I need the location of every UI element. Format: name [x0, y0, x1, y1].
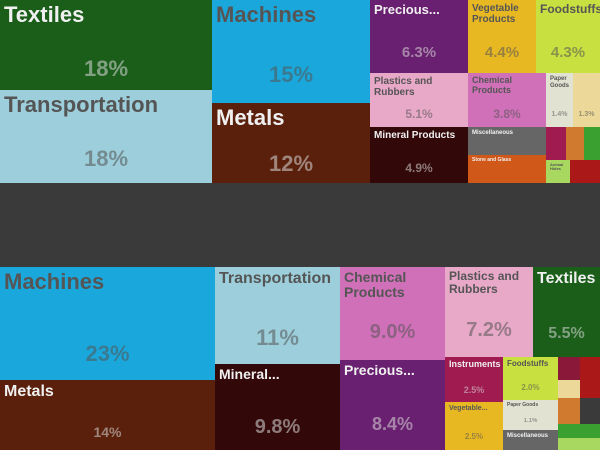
- treemap-tile[interactable]: Foodstuffs 4.3%: [536, 0, 600, 73]
- tile-label: Paper Goods: [507, 402, 539, 408]
- tile-label: Plastics and Rubbers: [374, 76, 433, 98]
- tile-percent: 23%: [85, 341, 130, 366]
- treemap-tile[interactable]: Mineral... 9.8%: [215, 364, 340, 450]
- tile-label: Chemical Products: [472, 75, 513, 95]
- treemap-tile[interactable]: [558, 398, 580, 424]
- treemap-tile[interactable]: Foodstuffs 2.0%: [503, 357, 558, 400]
- treemap-tile[interactable]: [566, 127, 584, 160]
- tile-percent: 2.5%: [464, 432, 484, 441]
- treemap-tile[interactable]: Machines 23%: [0, 267, 215, 380]
- tile-percent: 1.3%: [578, 111, 595, 118]
- treemap-tile[interactable]: Chemical Products 3.8%: [468, 73, 546, 127]
- tile-label: Stone and Glass: [472, 157, 512, 163]
- treemap-tile[interactable]: Plastics and Rubbers 5.1%: [370, 73, 468, 127]
- tile-percent: 4.9%: [405, 161, 433, 175]
- treemap-tile[interactable]: [558, 424, 600, 438]
- tile-percent: 4.4%: [484, 44, 520, 61]
- tile-label: Plastics and Rubbers: [449, 269, 520, 297]
- treemap-tile[interactable]: 1.3%: [573, 73, 600, 127]
- treemap-tile[interactable]: Chemical Products 9.0%: [340, 267, 445, 360]
- treemap-tile[interactable]: Animal Hides: [546, 160, 570, 183]
- tile-percent: 8.4%: [371, 414, 414, 434]
- tile-label: Mineral Products: [374, 130, 456, 141]
- tile-percent: 2.5%: [463, 385, 485, 395]
- tile-percent: 1.4%: [551, 111, 568, 118]
- tile-label: Miscellaneous: [507, 433, 549, 439]
- tile-percent: 14%: [93, 424, 122, 440]
- tile-label: Transportation: [219, 270, 332, 287]
- treemap-tile[interactable]: Textiles 18%: [0, 0, 212, 90]
- tile-label: Chemical Products: [344, 269, 407, 301]
- tile-label: Paper Goods: [550, 76, 569, 89]
- tile-label: Vegetable Products: [472, 3, 519, 25]
- tile-percent: 2.0%: [521, 383, 540, 392]
- tile-label: Vegetable...: [449, 405, 488, 412]
- treemap-tile[interactable]: Precious... 6.3%: [370, 0, 468, 73]
- tile-percent: 4.3%: [550, 44, 586, 61]
- band-divider: [0, 183, 600, 267]
- tile-percent: 18%: [83, 146, 129, 171]
- tile-label: Precious...: [344, 362, 415, 378]
- treemap-tile[interactable]: Textiles 5.5%: [533, 267, 600, 357]
- treemap-tile[interactable]: Plastics and Rubbers 7.2%: [445, 267, 533, 357]
- tile-label: Instruments: [449, 359, 501, 369]
- treemap-tile[interactable]: [584, 127, 600, 160]
- tile-percent: 5.5%: [548, 325, 585, 342]
- treemap-tile[interactable]: Mineral Products 4.9%: [370, 127, 468, 183]
- tile-label: Metals: [4, 383, 54, 400]
- treemap-tile[interactable]: [558, 438, 600, 450]
- treemap-tile[interactable]: Metals 14%: [0, 380, 215, 450]
- tile-percent: 18%: [83, 56, 129, 81]
- tile-percent: 3.8%: [493, 107, 521, 121]
- treemap-tile[interactable]: Machines 15%: [212, 0, 370, 103]
- treemap-tile[interactable]: Transportation 11%: [215, 267, 340, 364]
- tile-label: Textiles: [4, 2, 85, 27]
- treemap-tile[interactable]: Paper Goods 1.4%: [546, 73, 573, 127]
- tile-label: Foodstuffs: [540, 2, 600, 16]
- treemap-tile[interactable]: Precious... 8.4%: [340, 360, 445, 450]
- tile-label: Metals: [216, 105, 285, 130]
- tile-percent: 11%: [256, 325, 299, 350]
- treemap-tile[interactable]: Metals 12%: [212, 103, 370, 183]
- tile-percent: 9.8%: [254, 416, 301, 438]
- treemap-tile[interactable]: [558, 380, 580, 398]
- tile-percent: 15%: [268, 62, 314, 87]
- treemap-tile[interactable]: [580, 357, 600, 398]
- tile-percent: 6.3%: [401, 44, 437, 61]
- treemap-tile[interactable]: Instruments 2.5%: [445, 357, 503, 402]
- tile-label: Machines: [4, 269, 105, 294]
- treemap-tile[interactable]: [546, 127, 566, 160]
- treemap-tile[interactable]: Paper Goods 1.1%: [503, 400, 558, 430]
- tile-label: Miscellaneous: [472, 130, 514, 136]
- tile-percent: 7.2%: [466, 319, 512, 341]
- tile-label: Animal Hides: [550, 162, 564, 172]
- treemap-tile[interactable]: Vegetable Products 4.4%: [468, 0, 536, 73]
- tile-label: Transportation: [4, 92, 159, 117]
- tile-label: Precious...: [374, 2, 440, 17]
- tile-percent: 9.0%: [369, 321, 416, 343]
- tile-percent: 5.1%: [405, 107, 433, 121]
- treemap-tile[interactable]: [558, 357, 580, 380]
- tile-percent: 12%: [268, 151, 314, 176]
- treemap-tile[interactable]: Stone and Glass: [468, 155, 546, 183]
- treemap-tile[interactable]: Miscellaneous: [468, 127, 546, 155]
- treemap-tile[interactable]: Transportation 18%: [0, 90, 212, 183]
- tile-label: Textiles: [537, 270, 596, 287]
- treemap-tile[interactable]: [570, 160, 600, 183]
- treemap-tile[interactable]: Vegetable... 2.5%: [445, 402, 503, 450]
- tile-percent: 1.1%: [523, 418, 538, 424]
- tile-label: Foodstuffs: [507, 359, 549, 368]
- tile-label: Machines: [216, 2, 317, 27]
- tile-label: Mineral...: [219, 366, 280, 382]
- treemap-tile[interactable]: Miscellaneous: [503, 430, 558, 450]
